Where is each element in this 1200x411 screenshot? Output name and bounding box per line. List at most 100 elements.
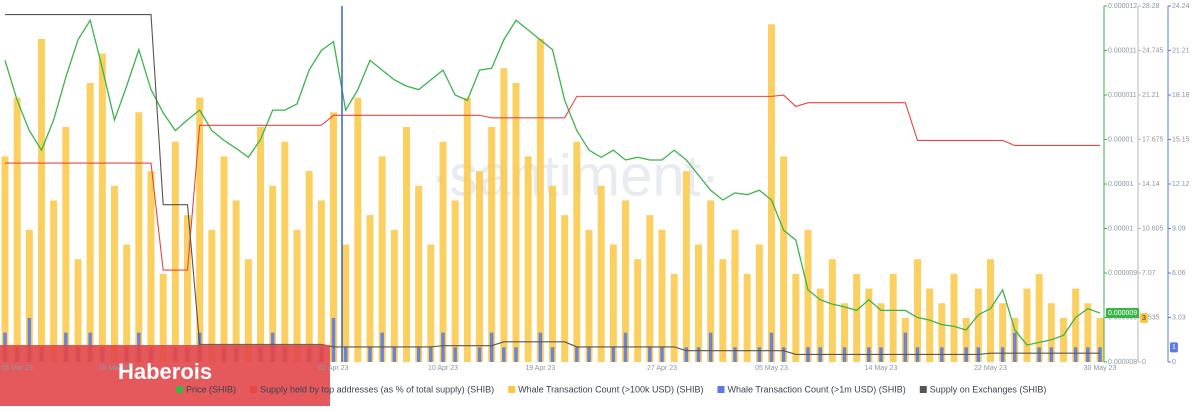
y3-tick-label: 12.12 xyxy=(1172,181,1190,188)
bar xyxy=(573,141,581,362)
bar xyxy=(1086,347,1090,362)
y3-tick-label: 18.18 xyxy=(1172,92,1190,99)
bar xyxy=(841,303,848,362)
bar xyxy=(974,288,982,362)
bar xyxy=(684,347,689,362)
bar xyxy=(853,273,861,362)
legend-label: Supply held by top addresses (as % of to… xyxy=(260,384,494,394)
bar xyxy=(646,215,654,362)
legend-swatch xyxy=(508,386,516,393)
y2-tick-label: 28.28 xyxy=(1142,3,1160,10)
bar xyxy=(378,156,386,362)
y-tick-label: 0.00001 xyxy=(1108,225,1133,232)
bar xyxy=(1073,347,1078,362)
bar xyxy=(695,244,702,362)
y2-tick-label: 3.535 xyxy=(1142,314,1160,321)
bar xyxy=(488,127,496,362)
bar xyxy=(670,273,678,362)
bar xyxy=(50,200,58,362)
bar xyxy=(1096,317,1104,362)
bar xyxy=(682,171,690,362)
bar xyxy=(27,317,32,362)
y3-tick-label: 6.06 xyxy=(1172,270,1186,277)
bar xyxy=(123,244,131,362)
legend-label: Price (SHIB) xyxy=(186,384,236,394)
y-tick-label: 0.000008 xyxy=(1108,359,1137,366)
y3-tick-label: 21.21 xyxy=(1172,47,1190,54)
bar xyxy=(549,185,556,362)
bar xyxy=(804,229,812,362)
bar xyxy=(634,259,642,362)
last-value-label: 3 xyxy=(1142,315,1146,322)
bar xyxy=(403,127,410,362)
bar xyxy=(648,347,652,362)
bar xyxy=(441,332,445,362)
bar xyxy=(733,347,737,362)
y2-tick-label: 24.745 xyxy=(1142,47,1164,54)
bar xyxy=(476,171,483,362)
badges: 0.000009 3 1 xyxy=(1106,308,1178,353)
bar xyxy=(877,303,885,362)
bar xyxy=(597,185,605,362)
bar xyxy=(463,97,471,363)
bar xyxy=(561,215,569,362)
last-value-label: 1 xyxy=(1172,344,1176,351)
bar xyxy=(62,127,70,362)
bar xyxy=(903,332,908,362)
bar xyxy=(757,347,762,362)
bar xyxy=(731,229,739,362)
bar xyxy=(368,347,372,362)
bar xyxy=(609,244,617,362)
last-value-badge xyxy=(1140,312,1148,323)
bar xyxy=(196,97,204,363)
y-tick-label: 0.000012 xyxy=(1108,3,1137,10)
bar xyxy=(427,244,435,362)
bar xyxy=(184,215,191,362)
x-tick-label: 14 May 23 xyxy=(865,365,898,372)
bar xyxy=(514,347,518,362)
bar xyxy=(587,347,591,362)
last-value-badge xyxy=(1170,342,1178,353)
bar xyxy=(489,332,494,362)
bar xyxy=(768,24,775,363)
bar xyxy=(1084,303,1092,362)
bar xyxy=(914,259,921,362)
y-tick-label: 0.000011 xyxy=(1108,47,1137,54)
bar xyxy=(575,347,579,362)
lines xyxy=(4,14,1101,355)
bar xyxy=(74,259,82,362)
legend-swatch xyxy=(250,386,258,393)
bar xyxy=(416,347,421,362)
bar xyxy=(453,347,457,362)
bar xyxy=(512,82,520,362)
y3-tick-label: 3.03 xyxy=(1172,314,1186,321)
legend-swatch xyxy=(919,386,927,393)
bar xyxy=(792,273,800,362)
x-tick-label: 27 Apr 23 xyxy=(647,365,677,372)
x-tick-label: 02 Apr 23 xyxy=(319,365,349,372)
bar xyxy=(536,38,544,362)
bar xyxy=(538,332,543,362)
series-line xyxy=(4,18,1101,346)
bar xyxy=(269,185,277,362)
y-tick-label: 0.00001 xyxy=(1108,136,1133,143)
bar xyxy=(1000,347,1005,362)
bar xyxy=(1037,347,1041,362)
y-tick-label: 0.000011 xyxy=(1108,92,1137,99)
legend-swatch xyxy=(717,386,725,393)
bar xyxy=(244,259,252,362)
bar xyxy=(171,141,179,362)
y3-tick-label: 0 xyxy=(1172,359,1176,366)
bar xyxy=(331,317,336,362)
series-line xyxy=(5,94,1100,271)
bar xyxy=(938,303,946,362)
last-value-badge xyxy=(1106,308,1140,319)
bar xyxy=(962,317,970,362)
bar xyxy=(865,288,873,362)
bar xyxy=(743,273,751,362)
bar xyxy=(719,259,727,362)
bar xyxy=(439,141,447,362)
x-axis: 06 Mar 23 18 Mar 23 02 Apr 23 10 Apr 23 19 A… xyxy=(1,365,1116,372)
bar xyxy=(1035,273,1043,362)
legend-label: Supply on Exchanges (SHIB) xyxy=(930,384,1047,394)
